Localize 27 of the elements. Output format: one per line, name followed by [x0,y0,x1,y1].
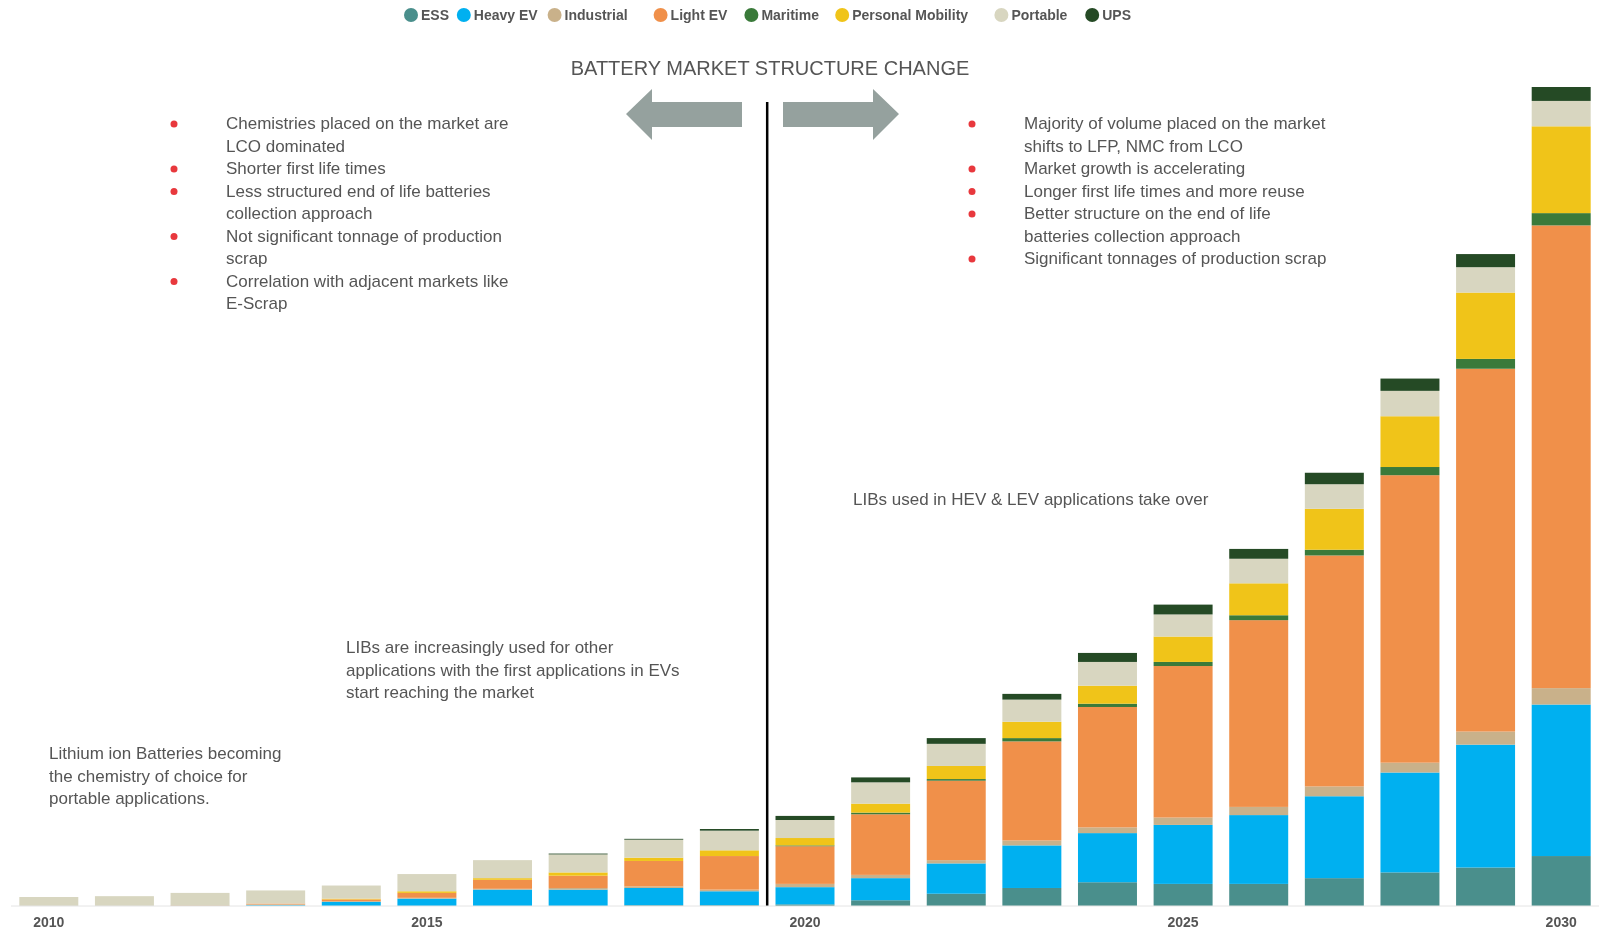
annotation: LIBs are increasingly used for other applications with the first applications in EVs start reaching the market [346,638,680,702]
x-tick-label: 2010 [33,914,65,930]
x-tick-label: 2030 [1545,914,1577,930]
annotation: Better structure on the end of life batteries collection approach [1024,204,1271,246]
annotation: Significant tonnages of production scrap [1024,249,1327,268]
annotation: Longer first life times and more reuse [1024,181,1305,201]
annotation: Market growth is accelerating [1024,159,1246,178]
annotation: Chemistries placed on the market are LCO dominated [226,114,509,156]
annotation: LIBs used in HEV & LEV applications take over [853,490,1209,509]
annotation: Not significant tonnage of production scrap [226,226,502,268]
annotation: Shorter first life times [226,159,386,178]
annotation: Majority of volume placed on the market shifts to LFP, NMC from LCO [1024,114,1326,156]
annotation: Less structured end of life batteries collection approach [226,181,491,223]
legend-label: Light EV [670,7,729,23]
annotation: Correlation with adjacent markets like E-Scrap [226,271,509,313]
chart-title: BATTERY MARKET STRUCTURE CHANGE [570,57,970,79]
legend-label: Personal Mobility [852,7,969,23]
annotation: Lithium ion Batteries becoming the chemistry of choice for portable applications. [49,744,282,808]
legend-label: Heavy EV [473,7,539,23]
legend-label: Portable [1011,7,1068,23]
legend-label: Maritime [761,7,820,23]
x-tick-label: 2015 [411,914,443,930]
x-tick-label: 2025 [1167,914,1199,930]
legend-label: Industrial [564,7,628,23]
legend-label: UPS [1102,7,1131,23]
legend-label: ESS [421,7,450,23]
x-tick-label: 2020 [789,914,821,930]
